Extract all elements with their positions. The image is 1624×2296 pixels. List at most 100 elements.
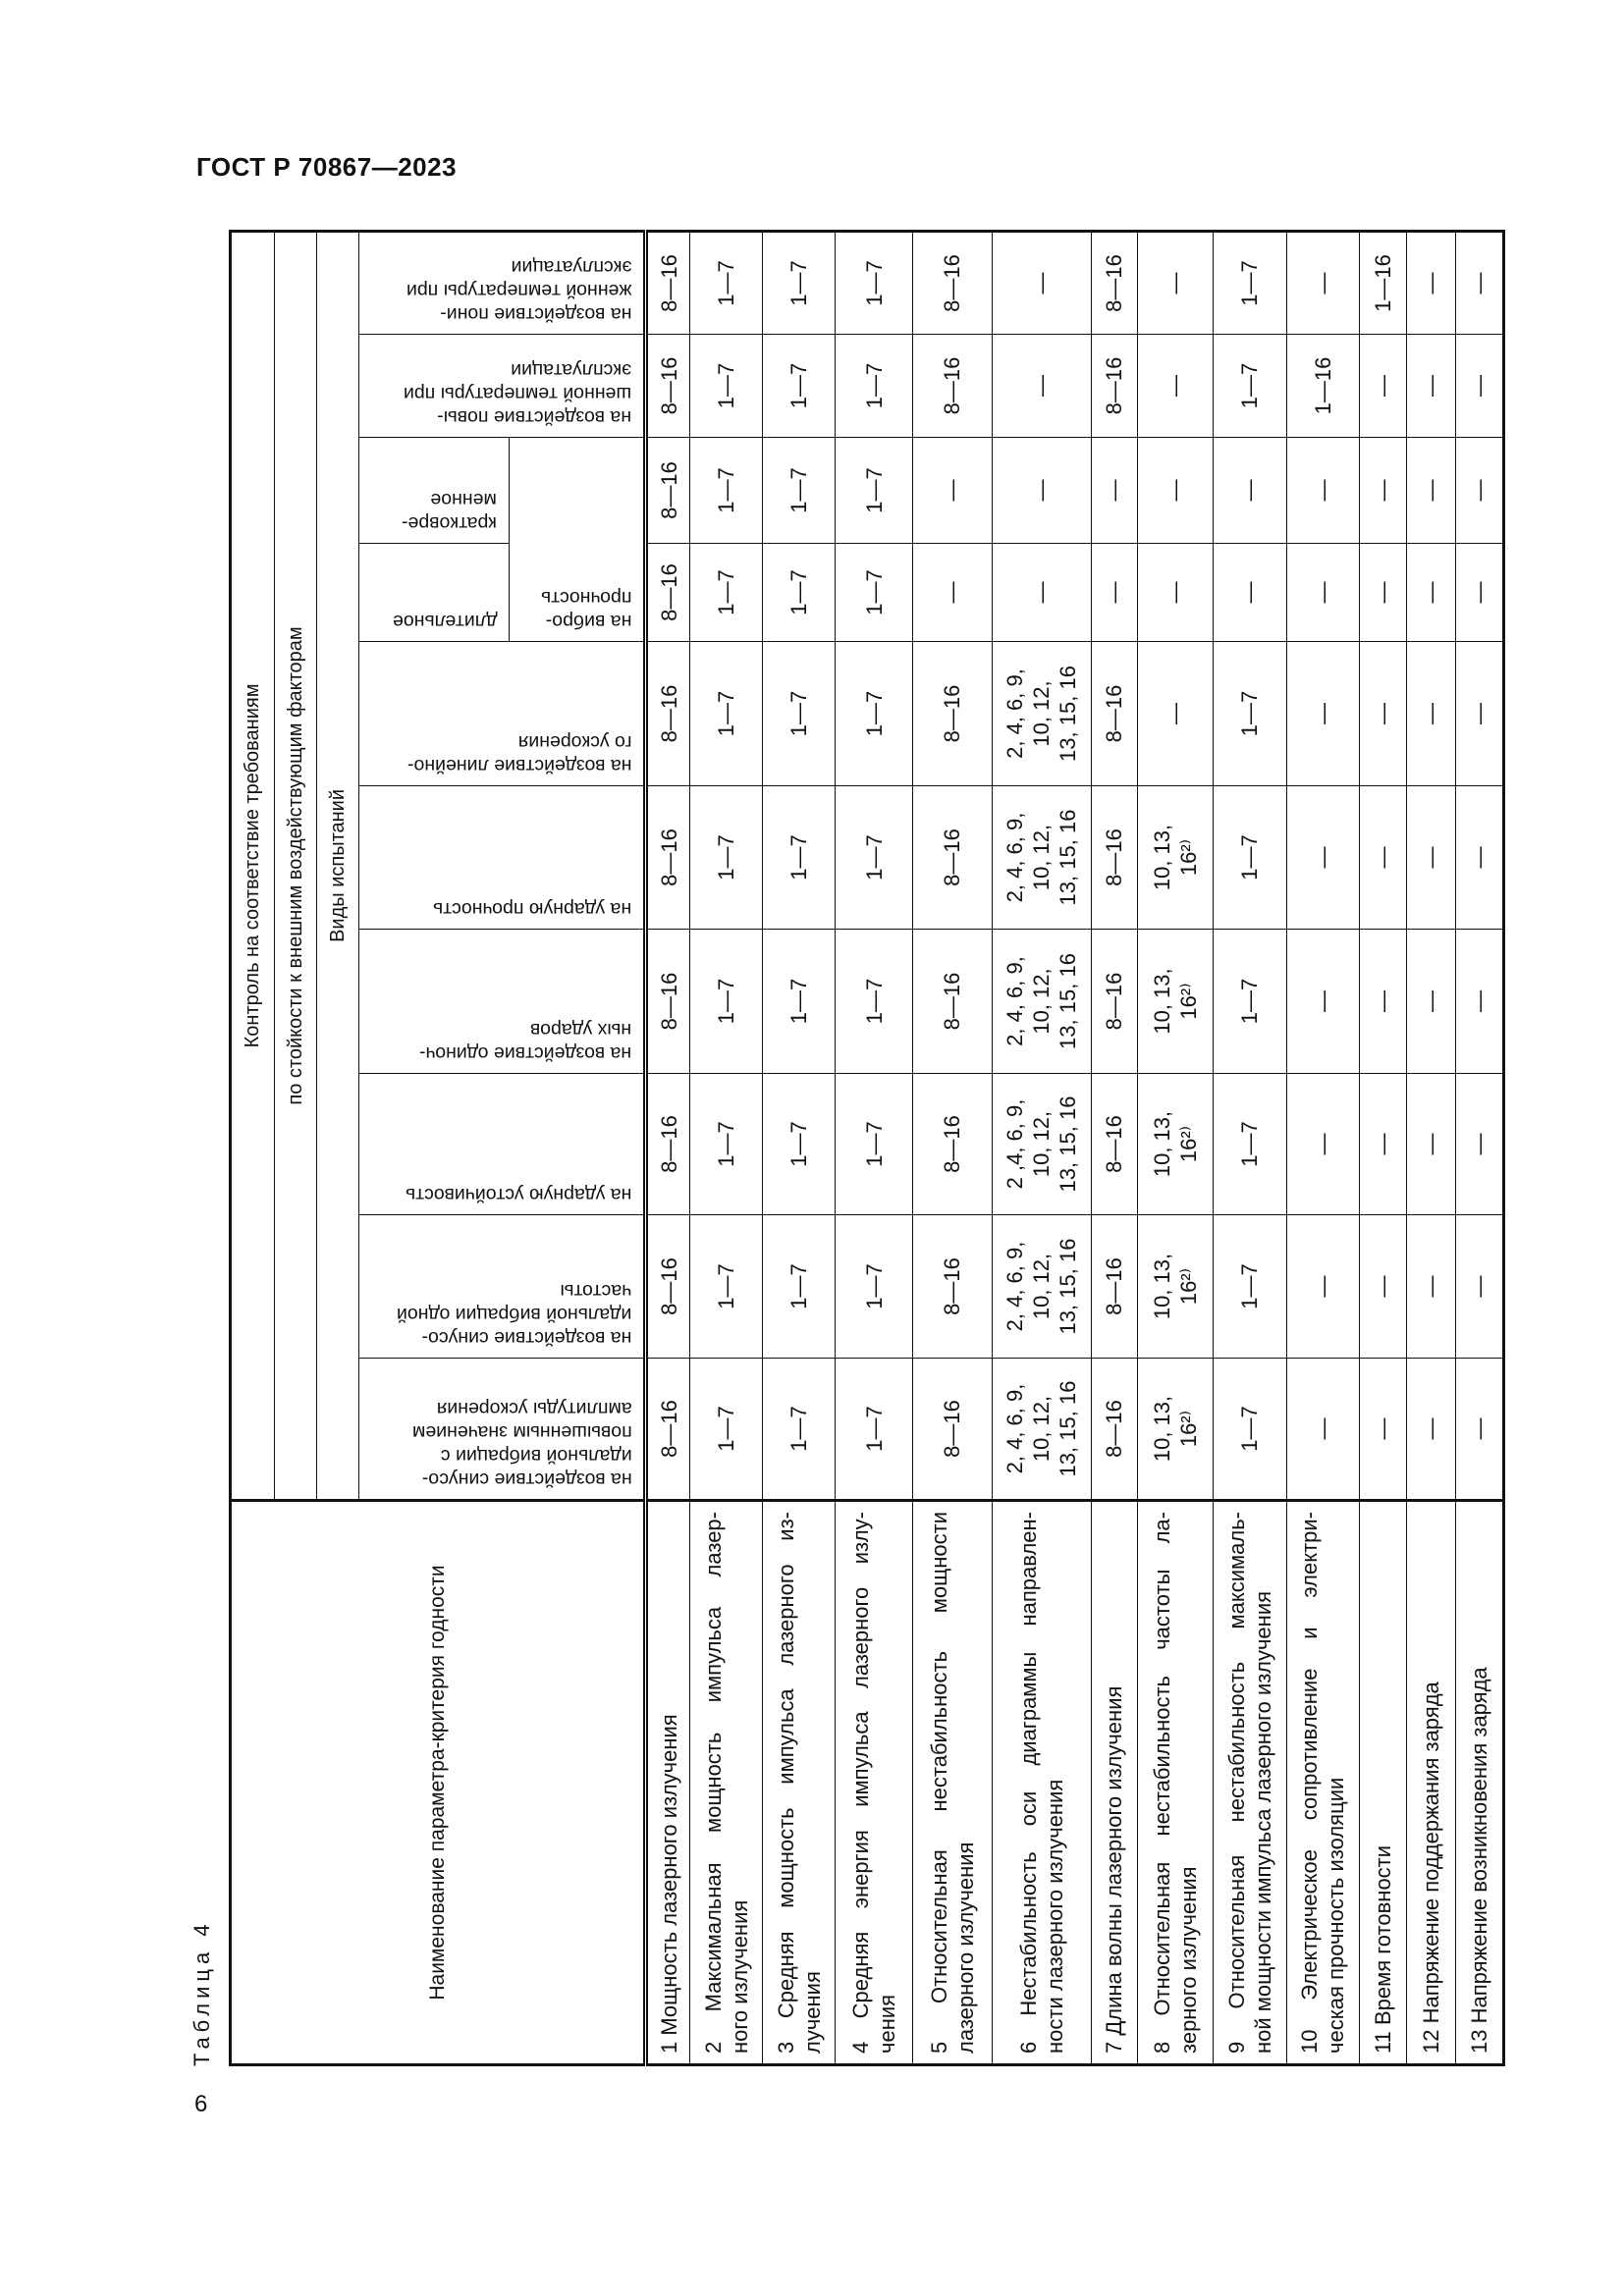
value-cell: 8—16 (1091, 1073, 1138, 1215)
value-line: 13, 15, 16 (1056, 809, 1081, 906)
column-header-2: на воздействие синусо-идальной вибрации … (358, 1214, 646, 1359)
parameter-name-line: 9 Относительная нестабильность максималь… (1223, 1512, 1249, 2054)
value-cell: 8—16 (1091, 334, 1138, 438)
parameter-name-line: 1 Мощность лазерного излучения (656, 1714, 681, 2054)
value-line: 10, 12, (1029, 968, 1055, 1035)
value-cell: — (1286, 1214, 1360, 1359)
value-line: 2, 4, 6, 9, (1002, 956, 1028, 1046)
header-line: на ударную устойчивость (405, 1184, 632, 1205)
value-line: 10, 12, (1029, 1395, 1055, 1463)
value-cell: — (1455, 334, 1504, 438)
table-row: 5 Относительная нестабильность мощности л… (912, 231, 993, 2065)
value-cell: 8—16 (912, 1214, 993, 1359)
header-parameter-name: Наименование параметра-критерия годности (230, 1500, 646, 2065)
column-header-3-text: на ударную устойчивость (406, 1183, 631, 1206)
header-line: на вибро- (545, 611, 632, 632)
value-cell: — (992, 437, 1092, 544)
value-cell: — (1359, 543, 1407, 642)
parameter-name-line: ности лазерного излучения (1042, 1779, 1067, 2054)
parameter-name-cell: 10 Электрическое сопротивление и электри… (1286, 1500, 1360, 2065)
value-cell: 10, 13, 16²⁾ (1137, 1073, 1214, 1215)
value-cell: — (1406, 1073, 1456, 1215)
value-line: 10, 12, (1029, 824, 1055, 891)
value-cell: 1—7 (1213, 1073, 1287, 1215)
parameter-name-line: лучения (799, 1971, 825, 2054)
value-cell: 1—7 (835, 641, 913, 786)
column-header-8-text: кратковре-менное (402, 488, 497, 535)
value-cell: — (1286, 543, 1360, 642)
parameter-name-line: ного излучения (727, 1899, 752, 2054)
value-line: 13, 15, 16 (1056, 1095, 1081, 1193)
value-cell: 8—16 (912, 641, 993, 786)
header-line: эксплуатации (511, 359, 632, 381)
parameter-name-line: 13 Напряжение возникновения заряда (1466, 1667, 1491, 2054)
value-cell: 1—7 (835, 1073, 913, 1215)
value-cell: 8—16 (1091, 231, 1138, 335)
parameter-name-line: 8 Относительная нестабильность частоты л… (1149, 1512, 1174, 2054)
value-cell: — (1137, 641, 1214, 786)
value-cell: — (1455, 437, 1504, 544)
column-header-4-text: на воздействие одиноч-ных ударов (419, 1018, 631, 1065)
value-cell: — (1455, 231, 1504, 335)
header-line: на воздействие пони- (440, 303, 632, 325)
table-row: 6 Нестабильность оси диаграммы направлен… (992, 231, 1092, 2065)
value-cell: — (1359, 929, 1407, 1074)
value-cell: 8—16 (1091, 785, 1138, 930)
header-line: частоты (560, 1280, 632, 1302)
value-cell: 8—16 (645, 641, 690, 786)
value-cell: 1—7 (835, 543, 913, 642)
value-cell: — (912, 543, 993, 642)
value-cell: 1—7 (762, 785, 836, 930)
table-row: 11 Время готовности — — — — — — — — —1—16 (1359, 231, 1407, 2065)
value-cell: 8—16 (645, 231, 690, 335)
header-row-control: Наименование параметра-критерия годности… (230, 231, 646, 2065)
parameter-name-cell: 6 Нестабильность оси диаграммы направлен… (992, 1500, 1092, 2065)
value-cell: 8—16 (912, 1073, 993, 1215)
value-cell: 1—7 (689, 1214, 763, 1359)
parameter-name-line: 11 Время готовности (1370, 1844, 1395, 2054)
value-cell: 1—7 (1213, 334, 1287, 438)
value-cell: 1—7 (689, 929, 763, 1074)
column-header-7-text: длительное (393, 610, 498, 633)
column-header-1-text: на воздействие синусо-идальной вибрации … (412, 1397, 632, 1491)
value-cell: 1—7 (835, 231, 913, 335)
value-cell: — (1137, 334, 1214, 438)
value-cell: 1—7 (762, 437, 836, 544)
header-line: менное (430, 489, 498, 510)
column-header-5-text: на ударную прочность (433, 897, 631, 921)
value-cell: 1—7 (689, 231, 763, 335)
value-cell: 8—16 (645, 785, 690, 930)
value-cell: 1—7 (762, 1358, 836, 1501)
value-cell: — (1359, 785, 1407, 930)
value-cell: 8—16 (912, 231, 993, 335)
value-line: 16²⁾ (1175, 1410, 1201, 1448)
value-cell: — (1406, 1214, 1456, 1359)
value-cell: — (1286, 929, 1360, 1074)
header-line: на воздействие одиноч- (419, 1042, 632, 1064)
value-line: 10, 13, (1149, 1110, 1174, 1178)
header-line: повышенным значением (411, 1421, 632, 1443)
header-test-types: Виды испытаний (316, 231, 359, 1501)
column-header-10: на воздействие пони-женной температуры п… (358, 231, 646, 335)
header-line: на воздействие повы- (437, 406, 632, 428)
value-line: 13, 15, 16 (1056, 1238, 1081, 1335)
value-cell: 1—7 (1213, 929, 1287, 1074)
parameter-name-line: лазерного излучения (952, 1842, 978, 2054)
header-line: шенной температуры при (404, 383, 632, 404)
column-header-7: длительное (358, 543, 510, 642)
value-line: 10, 13, (1149, 1395, 1174, 1463)
header-line: кратковре- (402, 512, 498, 534)
column-header-6: на воздействие линейно-го ускорения (358, 641, 646, 786)
table-caption: Таблица 4 (189, 1919, 214, 2066)
parameter-name-line: 10 Электрическое сопротивление и электри… (1297, 1512, 1323, 2054)
value-cell: 8—16 (912, 1358, 993, 1501)
column-header-1: на воздействие синусо-идальной вибрации … (358, 1358, 646, 1501)
parameter-name-line: ческая прочность изоляции (1324, 1777, 1349, 2054)
parameter-name-line: 3 Средняя мощность импульса лазерного из… (773, 1512, 798, 2054)
value-cell: 1—7 (689, 1073, 763, 1215)
parameter-name-cell: 13 Напряжение возникновения заряда (1455, 1500, 1504, 2065)
page-number: 6 (194, 2091, 208, 2117)
value-cell: 1—7 (689, 641, 763, 786)
parameter-name-line: чения (875, 1994, 900, 2054)
header-line: на воздействие синусо- (421, 1327, 632, 1349)
